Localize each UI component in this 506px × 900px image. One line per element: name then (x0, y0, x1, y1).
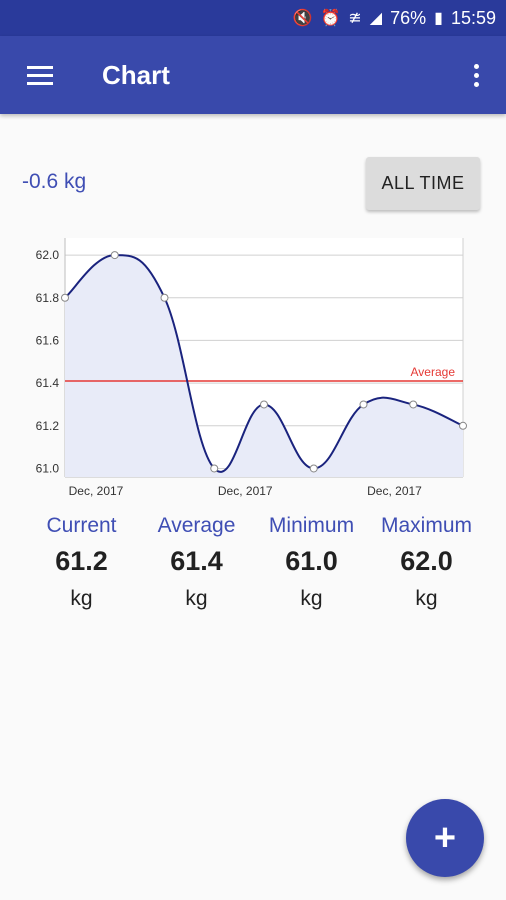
hamburger-menu-icon[interactable] (0, 36, 80, 114)
y-tick-label: 61.0 (36, 461, 60, 475)
stat-maximum: Maximum 62.0 kg (369, 514, 484, 611)
data-point (459, 421, 467, 430)
data-point (210, 464, 219, 473)
stat-label: Current (46, 514, 117, 537)
data-point (309, 464, 318, 473)
stat-minimum: Minimum 61.0 kg (254, 514, 369, 611)
y-tick-label: 61.4 (36, 376, 60, 390)
clock: 15:59 (450, 7, 496, 28)
wifi-icon: ≇ (348, 10, 362, 27)
more-vert-icon[interactable] (446, 36, 506, 114)
stat-value: 61.4 (170, 546, 223, 576)
weight-delta: -0.6 kg (22, 170, 87, 193)
series-line (64, 254, 464, 473)
average-label: Average (411, 365, 456, 379)
page-title: Chart (102, 59, 170, 90)
data-point (260, 400, 268, 409)
battery-percent: 76% (390, 7, 427, 28)
data-point (160, 293, 169, 302)
data-point (61, 293, 69, 302)
stat-label: Average (157, 514, 236, 537)
time-range-button[interactable]: ALL TIME (366, 157, 480, 210)
y-tick-label: 62.0 (36, 248, 60, 262)
stat-value: 62.0 (400, 546, 453, 576)
x-tick-label: Dec, 2017 (367, 484, 422, 498)
add-icon: + (433, 816, 457, 859)
signal-icon: ◢ (369, 10, 383, 27)
stat-value: 61.2 (55, 546, 108, 576)
app-bar: Chart (0, 36, 506, 114)
y-tick-label: 61.8 (36, 291, 60, 305)
alarm-icon: ⏰ (320, 10, 341, 27)
stat-unit: kg (70, 587, 93, 610)
x-tick-label: Dec, 2017 (218, 484, 273, 498)
stat-label: Maximum (380, 514, 472, 537)
stat-current: Current 61.2 kg (24, 514, 139, 611)
y-tick-label: 61.2 (36, 419, 60, 433)
stat-average: Average 61.4 kg (139, 514, 254, 611)
stat-unit: kg (300, 587, 323, 610)
x-tick-label: Dec, 2017 (69, 484, 124, 498)
series-area (65, 255, 463, 477)
stat-value: 61.0 (285, 546, 338, 576)
y-tick-label: 61.6 (36, 333, 60, 347)
data-point (110, 251, 119, 260)
status-bar: 🔇 ⏰ ≇ ◢ 76% ▮ 15:59 (0, 0, 506, 36)
battery-icon: ▮ (434, 10, 443, 27)
stats-row: Current 61.2 kg Average 61.4 kg Minimum … (24, 514, 484, 611)
data-point (359, 400, 368, 409)
stat-unit: kg (415, 587, 438, 610)
stat-unit: kg (185, 587, 208, 610)
weight-chart: 62.0 61.8 61.6 61.4 61.2 61.0 Average Dec, 2017… (36, 238, 467, 498)
data-point (409, 400, 418, 409)
stat-label: Minimum (268, 514, 355, 537)
mute-icon: 🔇 (292, 10, 313, 27)
add-entry-button[interactable]: + (406, 799, 484, 877)
